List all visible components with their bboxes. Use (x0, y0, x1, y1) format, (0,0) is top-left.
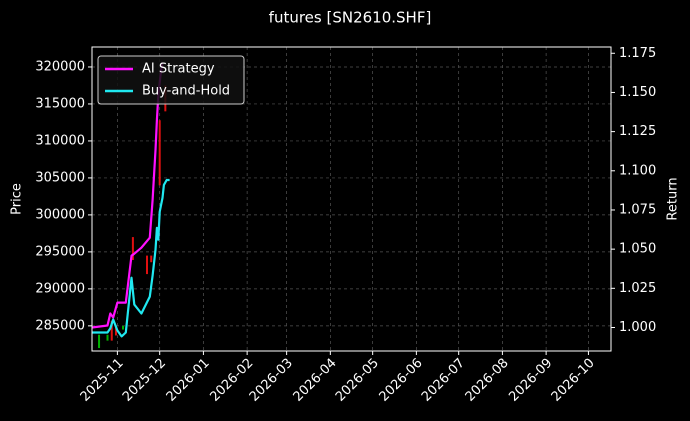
y2-tick-label: 1.175 (619, 46, 656, 61)
y-tick-label: 290000 (35, 281, 85, 296)
y2-tick-label: 1.150 (619, 85, 656, 100)
legend-label: Buy-and-Hold (142, 84, 230, 99)
y-tick-label: 320000 (35, 59, 85, 74)
y-tick-label: 300000 (35, 207, 85, 222)
candle (146, 255, 149, 275)
candle (122, 325, 125, 330)
candle (150, 255, 153, 263)
y-tick-label: 315000 (35, 96, 85, 111)
y-tick-label: 310000 (35, 133, 85, 148)
y2-tick-label: 1.000 (619, 320, 656, 335)
y2-tick-label: 1.125 (619, 124, 656, 139)
y2-tick-label: 1.050 (619, 242, 656, 257)
candle (158, 120, 161, 186)
candle (106, 334, 109, 341)
candle (114, 325, 117, 336)
y-tick-label: 305000 (35, 170, 85, 185)
y-axis-label: Price (10, 183, 25, 215)
y2-axis-label: Return (666, 177, 681, 220)
line-series (92, 178, 170, 338)
y-tick-label: 285000 (35, 318, 85, 333)
y2-tick-label: 1.100 (619, 163, 656, 178)
legend-label: AI Strategy (142, 62, 215, 77)
chart-title: futures [SN2610.SHF] (269, 9, 432, 27)
y-tick-label: 295000 (35, 244, 85, 259)
legend-box (97, 55, 245, 105)
y2-tick-label: 1.025 (619, 281, 656, 296)
candle (110, 320, 113, 341)
plot-frame (91, 46, 612, 352)
y2-tick-label: 1.075 (619, 202, 656, 217)
candle (131, 237, 134, 261)
candle (98, 334, 101, 349)
